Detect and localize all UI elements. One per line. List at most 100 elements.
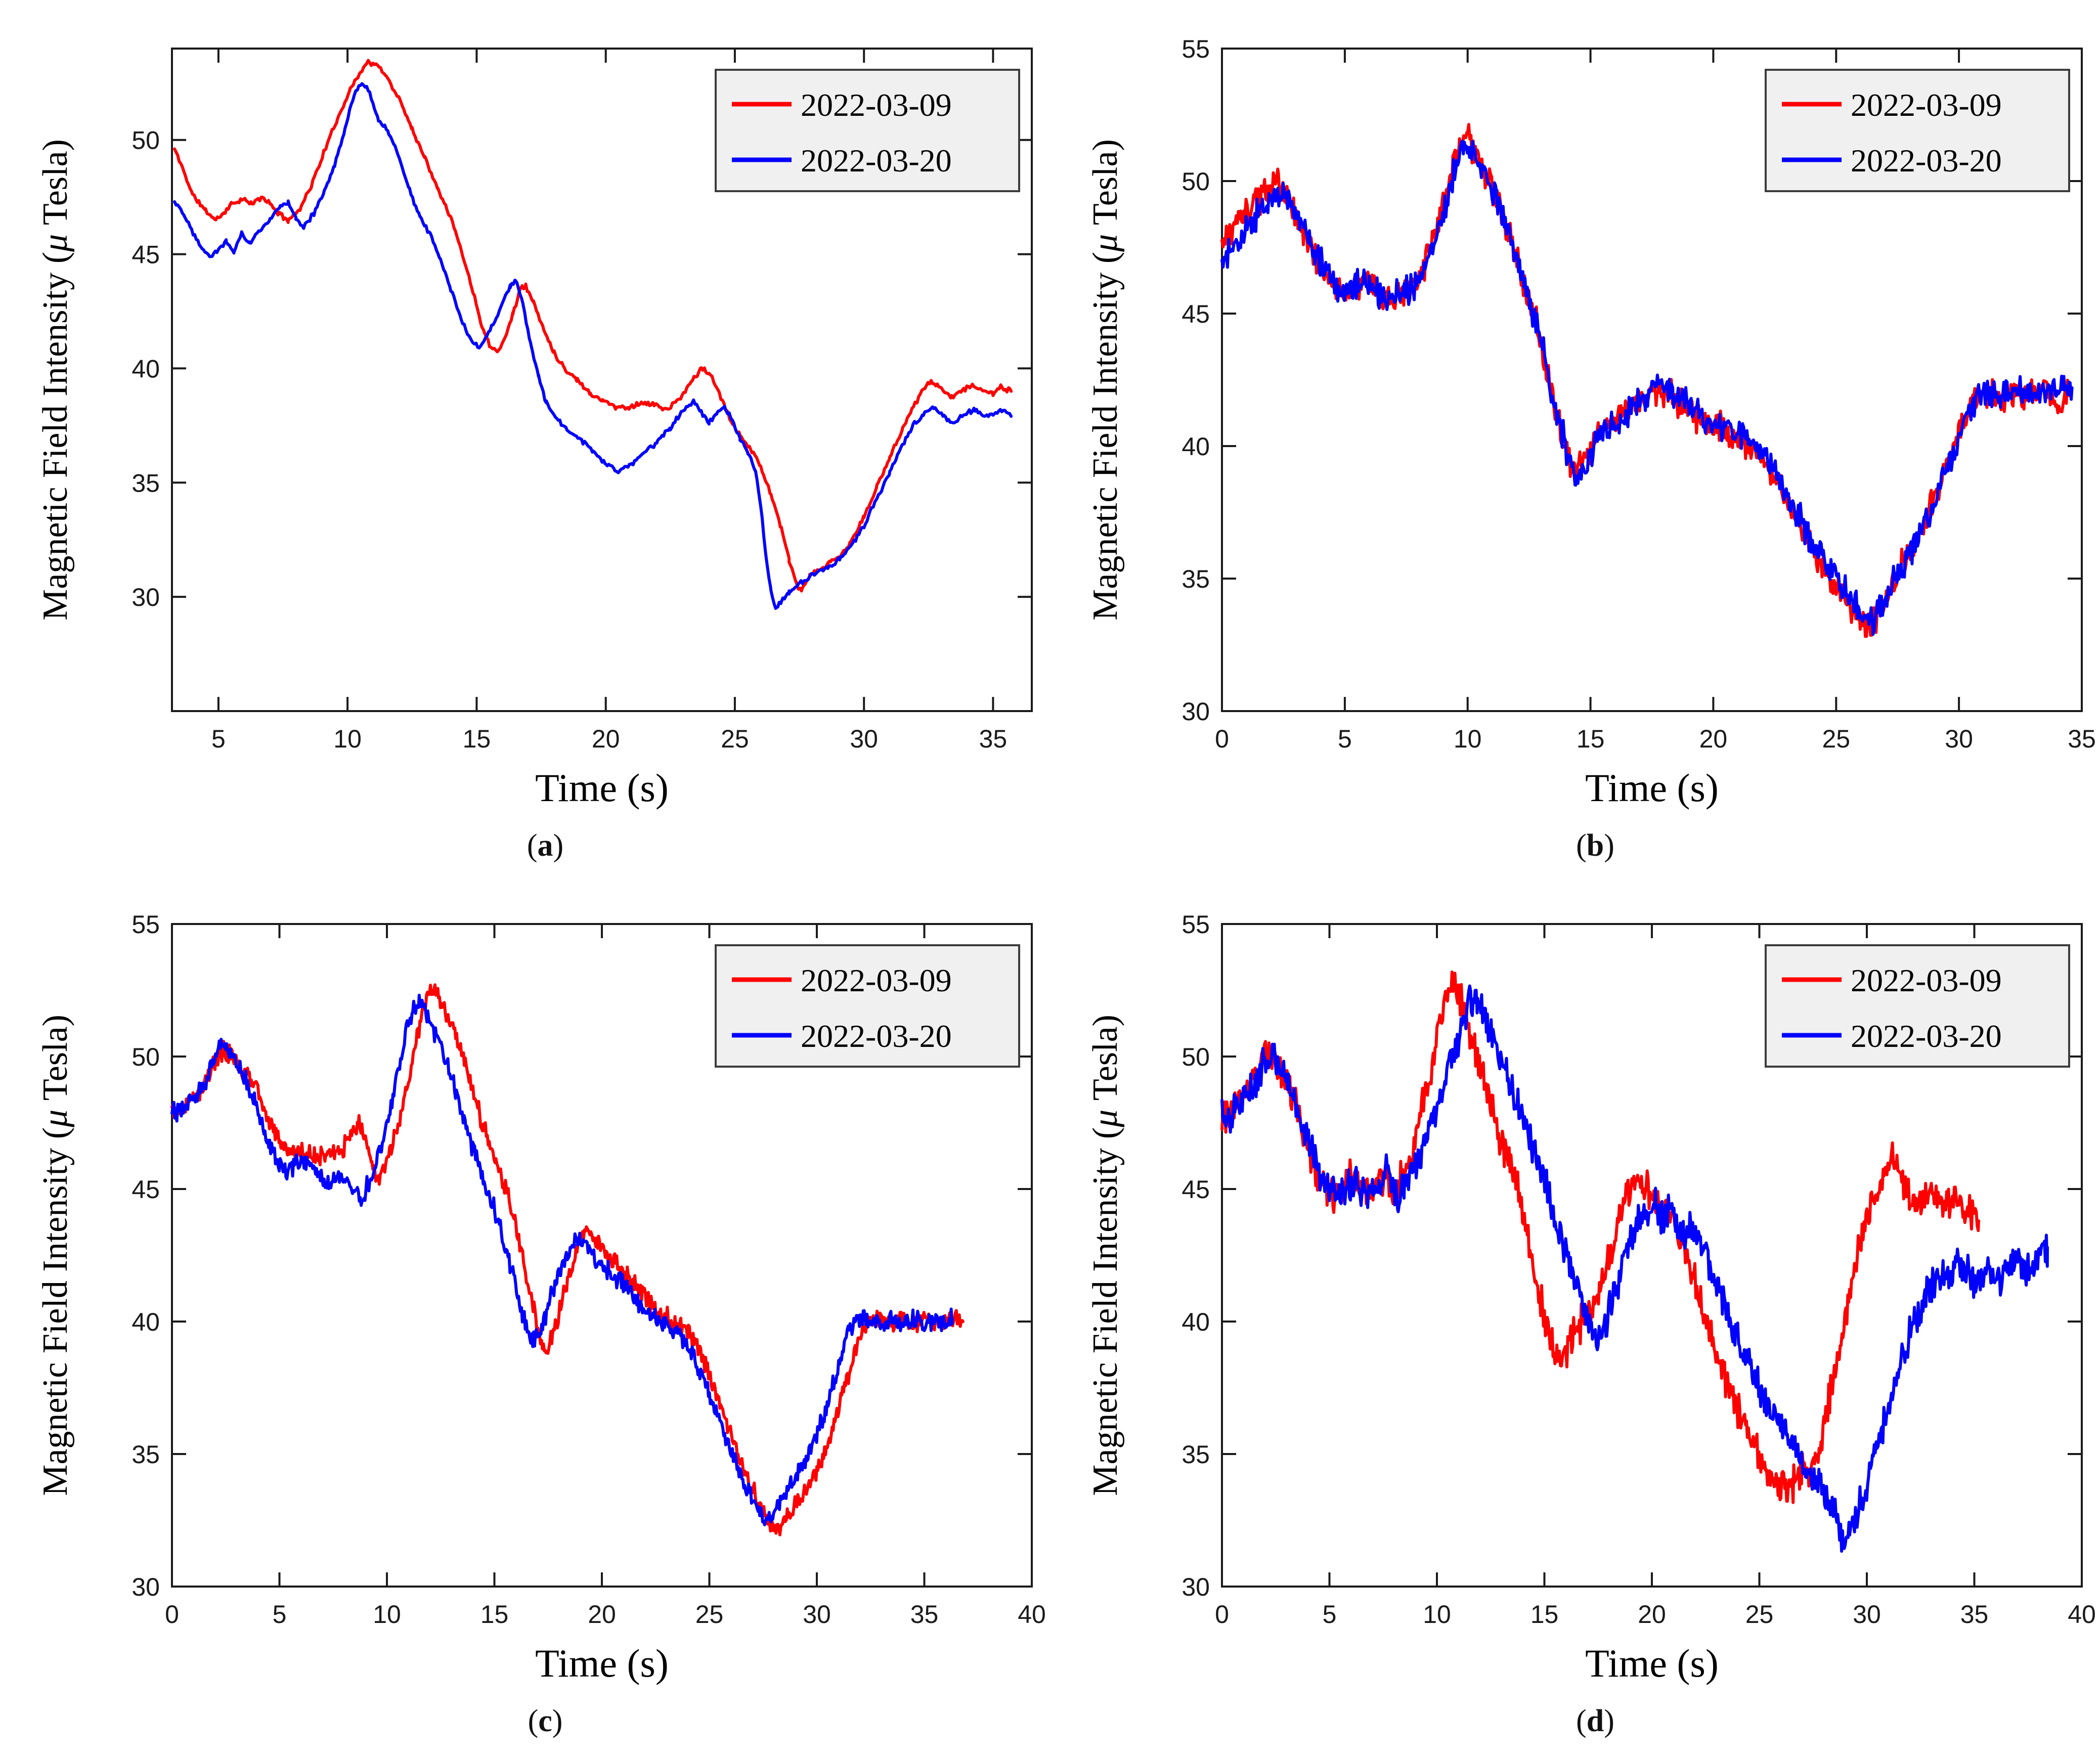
chart-c: 0 5 10 15 20 25 30 35 40 30 35 40 45 50 55 Time (s) Magn…: [20, 884, 1070, 1759]
chart-d-legend-box: [1765, 944, 2070, 1068]
chart-c-legend-label-2022-03-09: 2022-03-09: [801, 962, 952, 998]
caption-letter: b: [1586, 828, 1604, 863]
chart-d-x-tick-label: 20: [1638, 1600, 1666, 1629]
caption-paren-close: ): [552, 1704, 563, 1738]
chart-b-x-tick-label: 5: [1338, 725, 1352, 753]
chart-d-y-tick-label: 55: [1182, 910, 1210, 939]
chart-a-y-tick-label: 35: [132, 469, 160, 497]
caption-letter: d: [1586, 1704, 1604, 1738]
chart-a-x-tick-label: 25: [721, 725, 749, 753]
chart-c-caption: (c): [20, 1693, 1070, 1754]
chart-b-frame: [1221, 48, 2083, 712]
chart-b-legend: 2022-03-09 2022-03-20: [1765, 69, 2070, 192]
caption-paren-close: ): [553, 828, 564, 863]
chart-b-y-tick-label: 30: [1182, 697, 1210, 726]
chart-a-x-tick-label: 35: [979, 725, 1008, 753]
chart-d-canvas: 0 5 10 15 20 25 30 35 40 30 35 40 45 50 55 Time (s) Magn…: [1086, 910, 2096, 1685]
chart-d-legend-label-2022-03-20: 2022-03-20: [1851, 1018, 2002, 1054]
chart-c-y-tick-label: 55: [132, 910, 160, 939]
chart-d-y-tick-label: 35: [1182, 1440, 1210, 1469]
chart-b-x-tick-label: 15: [1577, 725, 1605, 753]
chart-b-y-tick-label: 45: [1182, 300, 1210, 328]
chart-d-series-2022-03-20: [1220, 984, 2049, 1553]
chart-b-y-tick-label: 40: [1182, 432, 1210, 461]
chart-c-x-tick-label: 30: [803, 1600, 831, 1629]
chart-d-x-tick-label: 0: [1215, 1600, 1229, 1629]
chart-c-legend-label-2022-03-20: 2022-03-20: [801, 1018, 952, 1054]
chart-d-x-tick-label: 25: [1745, 1600, 1774, 1629]
chart-b-legend-box: [1765, 69, 2070, 192]
caption-letter: c: [538, 1704, 552, 1738]
chart-d-legend-label-2022-03-09: 2022-03-09: [1851, 962, 2002, 998]
caption-paren-open: (: [1576, 828, 1587, 863]
chart-d-legend: 2022-03-09 2022-03-20: [1765, 944, 2070, 1068]
chart-a-legend-box: [715, 69, 1020, 192]
chart-b: 0 5 10 15 20 25 30 35 30 35 40 45 50 55 Time (s) Magnet…: [1070, 8, 2100, 884]
chart-a-y-tick-label: 50: [132, 126, 160, 155]
chart-a-caption: (a): [20, 818, 1070, 878]
chart-b-y-label: Magnetic Field Intensity (μ Tesla): [1086, 139, 1125, 621]
chart-c-x-tick-label: 0: [165, 1600, 179, 1629]
chart-b-canvas: 0 5 10 15 20 25 30 35 30 35 40 45 50 55 Time (s) Magnet…: [1086, 35, 2096, 810]
chart-c-x-tick-label: 20: [588, 1600, 616, 1629]
chart-c-canvas: 0 5 10 15 20 25 30 35 40 30 35 40 45 50 55 Time (s) Magn…: [36, 910, 1046, 1685]
chart-a-y-tick-label: 45: [132, 241, 160, 269]
chart-a-x-tick-label: 20: [592, 725, 620, 753]
chart-a-x-label: Time (s): [535, 766, 669, 810]
chart-a-frame: [171, 48, 1033, 712]
chart-c-plot: 0 5 10 15 20 25 30 35 40 30 35 40 45 50 55 Time (s) Magn…: [36, 910, 1046, 1685]
chart-b-x-axis: 0 5 10 15 20 25 30 35: [1215, 49, 2096, 753]
chart-c-x-label: Time (s): [535, 1641, 669, 1685]
chart-d-x-label: Time (s): [1585, 1641, 1719, 1685]
chart-a-legend: 2022-03-09 2022-03-20: [715, 69, 1020, 192]
caption-paren-close: ): [1604, 828, 1614, 863]
chart-b-x-tick-label: 30: [1945, 725, 1973, 753]
chart-a-series-2022-03-09: [173, 59, 1013, 593]
chart-a-y-tick-label: 30: [132, 583, 160, 611]
chart-d-y-tick-label: 40: [1182, 1308, 1210, 1336]
chart-d-y-axis: 30 35 40 45 50 55: [1182, 910, 2082, 1601]
chart-c-series-2022-03-20: [170, 993, 954, 1526]
caption-paren-open: (: [528, 1704, 539, 1738]
chart-c-x-tick-label: 15: [480, 1600, 509, 1629]
chart-c-y-tick-label: 35: [132, 1440, 160, 1469]
chart-a-x-tick-label: 5: [211, 725, 226, 753]
chart-d-y-tick-label: 45: [1182, 1175, 1210, 1204]
chart-c-x-tick-label: 40: [1018, 1600, 1046, 1629]
chart-d-x-tick-label: 15: [1530, 1600, 1559, 1629]
chart-c-legend: 2022-03-09 2022-03-20: [715, 944, 1020, 1068]
chart-a-legend-label-2022-03-09: 2022-03-09: [801, 87, 952, 123]
chart-c-x-tick-label: 35: [910, 1600, 939, 1629]
chart-b-x-tick-label: 35: [2068, 725, 2096, 753]
caption-paren-close: ): [1604, 1704, 1614, 1738]
chart-a-x-tick-label: 10: [333, 725, 362, 753]
chart-b-y-tick-label: 35: [1182, 565, 1210, 593]
chart-a-y-label: Magnetic Field Intensity (μ Tesla): [36, 139, 75, 621]
chart-d-x-tick-label: 30: [1853, 1600, 1881, 1629]
chart-a-legend-label-2022-03-20: 2022-03-20: [801, 143, 952, 179]
chart-b-y-tick-label: 55: [1182, 35, 1210, 63]
chart-c-x-tick-label: 5: [273, 1600, 287, 1629]
chart-d-x-tick-label: 40: [2068, 1600, 2096, 1629]
chart-b-x-label: Time (s): [1585, 766, 1719, 810]
chart-d-x-axis: 0 5 10 15 20 25 30 35 40: [1215, 924, 2096, 1629]
chart-d-x-tick-label: 35: [1960, 1600, 1989, 1629]
chart-c-series-2022-03-09: [170, 983, 965, 1536]
chart-a-x-tick-label: 15: [463, 725, 491, 753]
chart-d-plot: 0 5 10 15 20 25 30 35 40 30 35 40 45 50 55 Time (s) Magn…: [1086, 910, 2096, 1685]
caption-paren-open: (: [1576, 1704, 1587, 1738]
chart-b-caption: (b): [1070, 818, 2100, 878]
chart-c-y-tick-label: 30: [132, 1573, 160, 1601]
chart-b-x-tick-label: 20: [1699, 725, 1728, 753]
chart-b-x-tick-label: 10: [1454, 725, 1482, 753]
chart-a-canvas: 5 10 15 20 25 30 35 30 35 40 45 50 Time (s) Magnetic …: [36, 48, 1033, 810]
chart-d-y-label: Magnetic Field Intensity (μ Tesla): [1086, 1015, 1125, 1496]
chart-b-series-2022-03-09: [1220, 123, 2071, 638]
chart-d-x-tick-label: 10: [1423, 1600, 1451, 1629]
chart-c-y-tick-label: 45: [132, 1175, 160, 1204]
caption-letter: a: [537, 828, 553, 863]
chart-d-caption: (d): [1070, 1693, 2100, 1754]
chart-b-y-tick-label: 50: [1182, 167, 1210, 196]
chart-b-plot: 0 5 10 15 20 25 30 35 30 35 40 45 50 55 Time (s) Magnet…: [1086, 35, 2096, 810]
